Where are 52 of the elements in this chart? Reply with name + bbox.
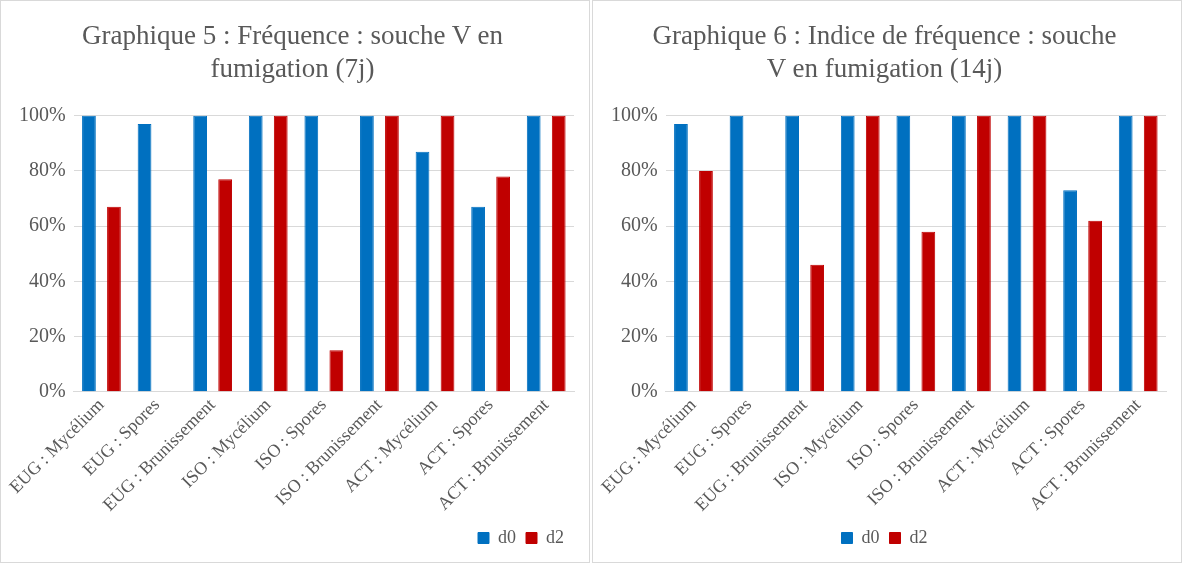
bar: [1032, 115, 1047, 392]
bar: [810, 264, 825, 392]
bar: [840, 115, 855, 392]
chart-title: Graphique 5 : Fréquence : souche V en fumigation (7j): [81, 20, 504, 83]
bar: [82, 115, 96, 392]
legend-label: d0: [861, 526, 880, 547]
y-tick-label: 80%: [28, 158, 66, 181]
bar: [193, 115, 208, 392]
bar: [496, 176, 510, 392]
chart-title: Graphique 6 : Indice de fréquence : souche V en fumigation (14j): [652, 20, 1117, 83]
bar: [304, 115, 319, 392]
bar: [107, 206, 121, 392]
bar: [921, 231, 936, 392]
y-tick-label: 80%: [620, 158, 658, 181]
y-tick-label: 0%: [630, 378, 658, 401]
bar: [248, 115, 263, 392]
y-tick-label: 100%: [18, 103, 66, 126]
bar: [952, 115, 966, 392]
bar: [415, 151, 430, 392]
bar: [729, 115, 744, 392]
bar: [1143, 115, 1158, 392]
y-tick-label: 100%: [610, 103, 658, 126]
bar: [977, 115, 991, 392]
bar: [273, 115, 288, 392]
bar: [385, 115, 399, 392]
y-tick-label: 20%: [28, 323, 66, 346]
bar: [471, 206, 485, 392]
bar: [785, 115, 800, 392]
bar: [699, 170, 713, 392]
bar: [674, 124, 688, 392]
bar: [551, 115, 566, 392]
legend-label: d2: [909, 526, 928, 547]
bar: [526, 115, 541, 392]
y-tick-label: 20%: [620, 323, 658, 346]
bar: [1063, 190, 1077, 392]
bar: [440, 115, 455, 392]
bar: [1007, 115, 1022, 392]
bar: [1118, 115, 1133, 392]
bar: [1088, 220, 1102, 392]
legend-label: d0: [498, 526, 516, 547]
bar: [137, 124, 152, 392]
bar: [218, 179, 233, 392]
bar: [360, 115, 374, 392]
bar: [896, 115, 911, 392]
bar: [329, 350, 344, 392]
y-tick-label: 40%: [620, 268, 658, 291]
y-tick-label: 60%: [28, 213, 66, 236]
bar: [865, 115, 880, 392]
y-tick-label: 40%: [28, 268, 66, 291]
legend-label: d2: [546, 526, 564, 547]
y-tick-label: 0%: [38, 378, 66, 401]
y-tick-label: 60%: [620, 213, 658, 236]
